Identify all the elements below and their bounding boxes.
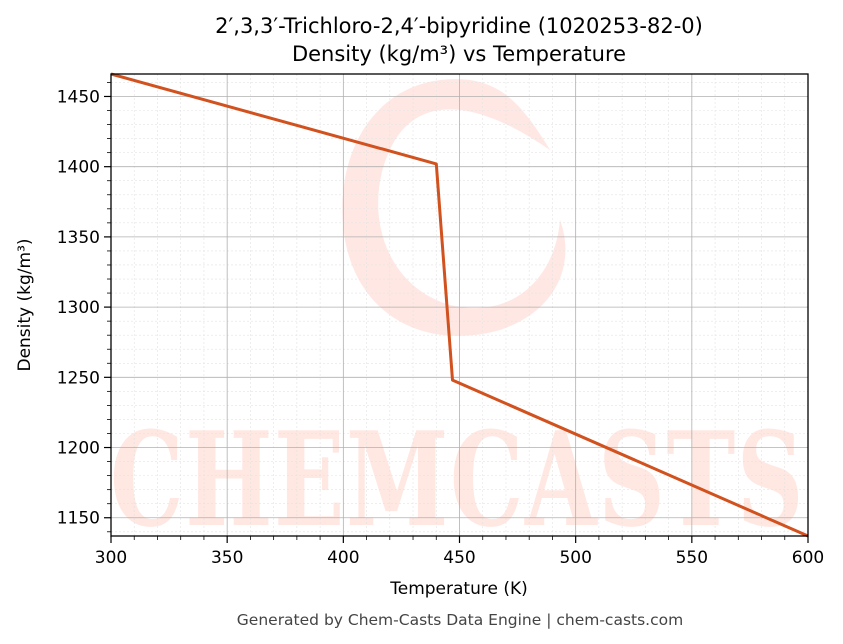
x-tick-label: 600 [792, 548, 824, 568]
watermark: CHEMCASTS [110, 79, 805, 556]
x-tick-label: 350 [211, 548, 243, 568]
footer-credit: Generated by Chem-Casts Data Engine | ch… [237, 611, 683, 629]
x-axis-label: Temperature (K) [389, 579, 528, 599]
y-tick-label: 1400 [57, 158, 100, 178]
x-tick-label: 300 [95, 548, 127, 568]
watermark-text: CHEMCASTS [110, 403, 805, 556]
x-axis: 300 350 400 450 500 550 600 [95, 536, 824, 568]
y-axis: 1150 1200 1250 1300 1350 1400 1450 [57, 82, 111, 533]
x-tick-label: 450 [443, 548, 475, 568]
y-tick-label: 1300 [57, 298, 100, 318]
major-grid [110, 74, 809, 536]
y-tick-label: 1450 [57, 87, 100, 107]
y-tick-label: 1350 [57, 228, 100, 248]
x-tick-label: 550 [676, 548, 708, 568]
x-tick-label: 500 [559, 548, 591, 568]
chart-subtitle: Density (kg/m³) vs Temperature [292, 42, 626, 66]
density-series-line [110, 72, 809, 538]
x-tick-label: 400 [327, 548, 359, 568]
y-tick-label: 1150 [57, 509, 100, 529]
y-axis-label: Density (kg/m³) [15, 238, 35, 371]
y-tick-label: 1200 [57, 439, 100, 459]
chart-title: 2′,3,3′-Trichloro-2,4′-bipyridine (10202… [215, 14, 703, 38]
watermark-swirl-icon [342, 79, 566, 337]
y-tick-label: 1250 [57, 368, 100, 388]
